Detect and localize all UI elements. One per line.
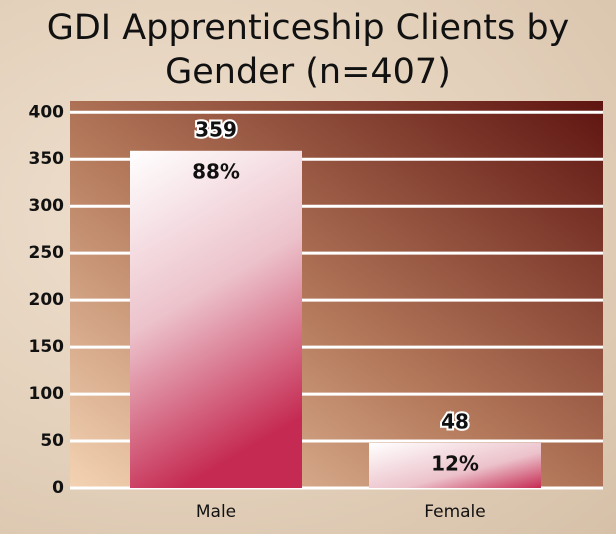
y-tick-label: 250 [29, 243, 65, 263]
y-tick-label: 150 [29, 337, 65, 357]
percent-label: 12% [431, 451, 479, 475]
value-label: 359 [195, 117, 237, 141]
y-tick-label: 300 [29, 196, 65, 216]
value-label: 48 [441, 409, 469, 433]
bar [369, 442, 541, 488]
y-tick-label: 200 [29, 290, 65, 310]
y-tick-label: 50 [40, 431, 64, 451]
y-tick-label: 400 [29, 102, 65, 122]
y-tick-label: 0 [52, 478, 64, 498]
chart-title: GDI Apprenticeship Clients by Gender (n=… [46, 8, 570, 92]
y-tick-label: 350 [29, 149, 65, 169]
x-tick-label: Male [196, 502, 236, 522]
x-tick-label: Female [424, 502, 485, 522]
percent-label: 88% [192, 159, 240, 183]
y-tick-label: 100 [29, 384, 65, 404]
bar [130, 150, 302, 488]
